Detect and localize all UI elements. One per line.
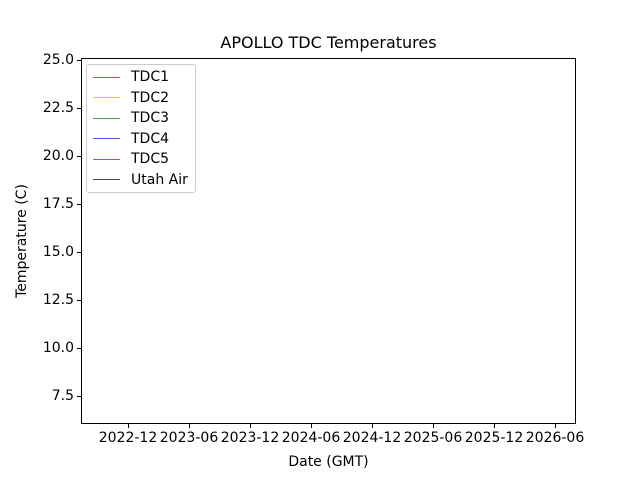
legend-line-sample — [93, 117, 120, 119]
y-tick-mark — [77, 108, 81, 109]
y-tick-mark — [77, 60, 81, 61]
x-tick-mark — [189, 424, 190, 428]
y-tick-mark — [77, 204, 81, 205]
x-tick-label: 2025-12 — [464, 430, 524, 446]
x-tick-label: 2022-12 — [98, 430, 158, 446]
x-tick-mark — [128, 424, 129, 428]
legend-label: Utah Air — [131, 171, 188, 188]
x-tick-mark — [494, 424, 495, 428]
legend-entry: TDC4 — [93, 129, 189, 150]
chart-title: APOLLO TDC Temperatures — [220, 33, 437, 52]
x-tick-mark — [372, 424, 373, 428]
x-tick-label: 2025-06 — [403, 430, 463, 446]
y-tick-label: 20.0 — [42, 148, 74, 164]
y-tick-label: 12.5 — [42, 292, 74, 308]
x-axis-label: Date (GMT) — [288, 454, 369, 470]
legend-entry: TDC5 — [93, 149, 189, 170]
y-tick-mark — [77, 348, 81, 349]
x-tick-label: 2026-06 — [525, 430, 585, 446]
legend-line-sample — [93, 158, 120, 160]
x-tick-mark — [311, 424, 312, 428]
legend-line-sample — [93, 138, 120, 140]
x-tick-label: 2024-06 — [281, 430, 341, 446]
y-tick-label: 17.5 — [42, 196, 74, 212]
x-tick-mark — [555, 424, 556, 428]
x-tick-label: 2024-12 — [342, 430, 402, 446]
legend-line-sample — [93, 76, 120, 78]
y-tick-label: 15.0 — [42, 244, 74, 260]
legend-line-sample — [93, 97, 120, 99]
x-tick-mark — [433, 424, 434, 428]
x-tick-label: 2023-12 — [220, 430, 280, 446]
y-tick-mark — [77, 396, 81, 397]
y-tick-mark — [77, 300, 81, 301]
legend-label: TDC4 — [131, 130, 170, 147]
legend-label: TDC5 — [131, 151, 170, 168]
legend-label: TDC1 — [131, 69, 170, 86]
y-tick-label: 22.5 — [42, 100, 74, 116]
legend-line-sample — [93, 179, 120, 181]
legend-entry: Utah Air — [93, 170, 189, 191]
y-axis-label: Temperature (C) — [14, 184, 30, 298]
y-tick-label: 10.0 — [42, 340, 74, 356]
legend-entry: TDC3 — [93, 108, 189, 129]
legend-entry: TDC1 — [93, 67, 189, 88]
y-tick-label: 25.0 — [42, 52, 74, 68]
legend: TDC1 TDC2 TDC3 TDC4 TDC5 Utah Air — [86, 64, 196, 193]
y-tick-mark — [77, 252, 81, 253]
x-tick-label: 2023-06 — [159, 430, 219, 446]
y-tick-mark — [77, 156, 81, 157]
legend-label: TDC3 — [131, 110, 170, 127]
y-tick-label: 7.5 — [51, 388, 74, 404]
legend-entry: TDC2 — [93, 88, 189, 109]
legend-label: TDC2 — [131, 89, 170, 106]
x-tick-mark — [250, 424, 251, 428]
